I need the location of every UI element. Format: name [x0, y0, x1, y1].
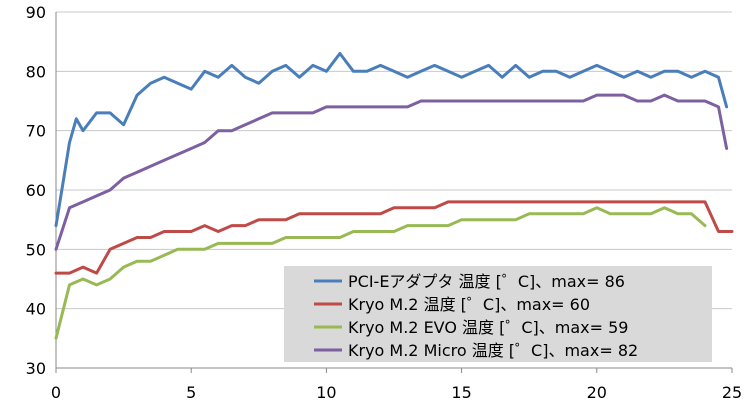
series-line-1: [54, 200, 734, 275]
legend-box: [284, 266, 712, 362]
y-tick-label: 70: [26, 122, 46, 141]
y-tick-label: 60: [26, 181, 46, 200]
series-line-0: [54, 52, 729, 228]
x-tick-label: 15: [451, 383, 471, 402]
x-tick-label: 20: [587, 383, 607, 402]
y-tick-label: 90: [26, 3, 46, 22]
legend-label-1: Kryo M.2 温度 [゜C]、max= 60: [348, 295, 590, 314]
series-line-2: [54, 206, 707, 340]
legend-label-2: Kryo M.2 EVO 温度 [゜C]、max= 59: [348, 318, 628, 337]
x-tick-label: 5: [186, 383, 196, 402]
x-tick-label: 25: [722, 383, 742, 402]
axes: 30 40 50 60 70 80 90 0 5 10 15 20 25: [26, 3, 743, 402]
y-tick-label: 80: [26, 62, 46, 81]
series-lines: [54, 52, 734, 340]
legend-label-0: PCI-Eアダプタ 温度 [゜C]、max= 86: [348, 272, 625, 291]
x-tick-label: 0: [51, 383, 61, 402]
x-tick-label: 10: [316, 383, 336, 402]
y-tick-label: 40: [26, 300, 46, 319]
y-tick-label: 50: [26, 240, 46, 259]
y-tick-label: 30: [26, 359, 46, 378]
series-line-3: [54, 93, 729, 251]
legend: PCI-Eアダプタ 温度 [゜C]、max= 86 Kryo M.2 温度 [゜C…: [284, 266, 712, 362]
legend-label-3: Kryo M.2 Micro 温度 [゜C]、max= 82: [348, 341, 638, 360]
